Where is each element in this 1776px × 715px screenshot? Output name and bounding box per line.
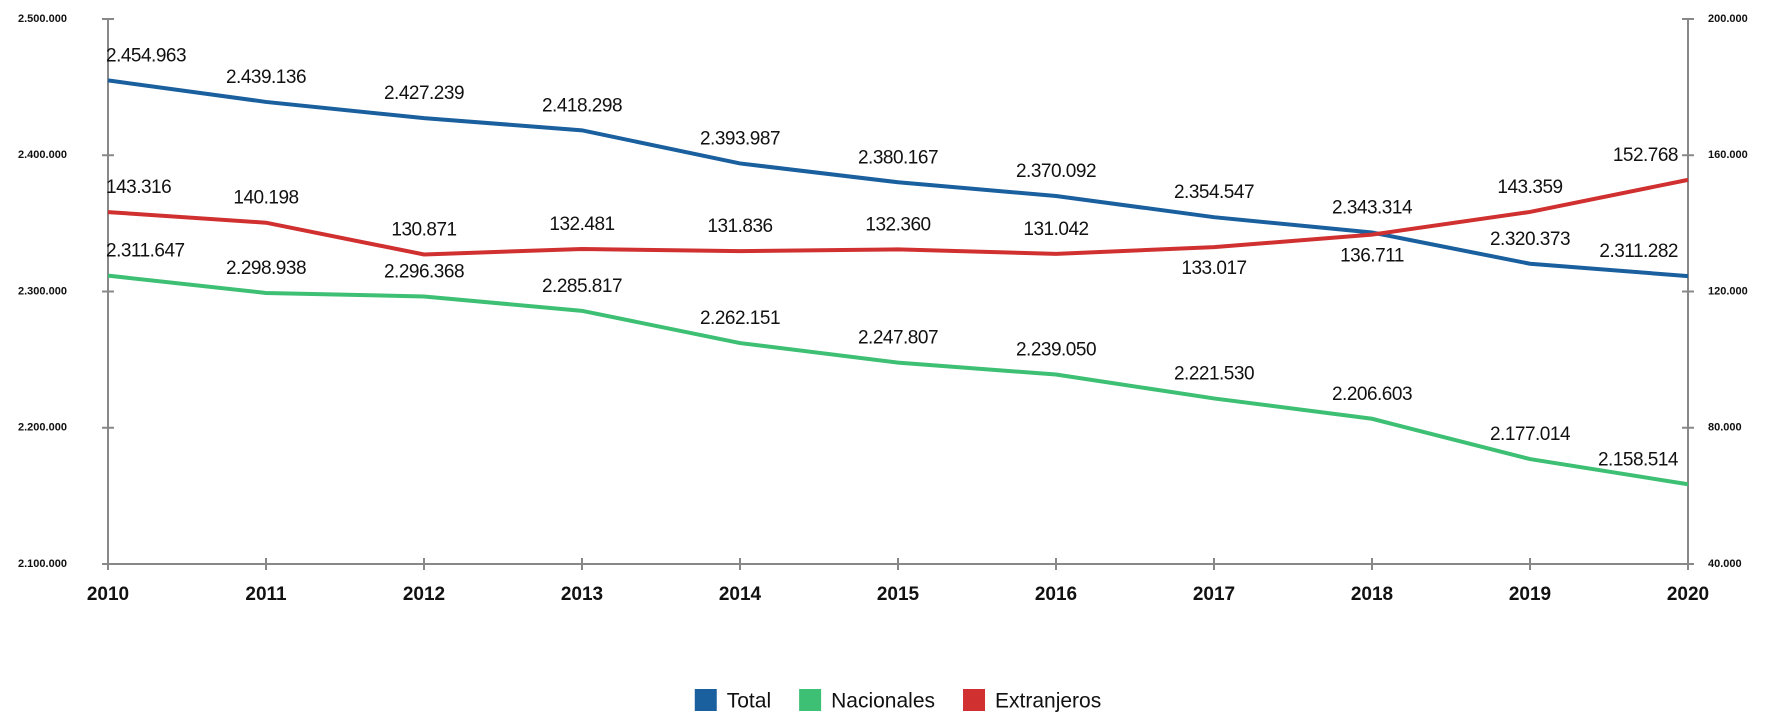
value-label: 132.481: [549, 214, 614, 235]
y2-tick-label: 40.000: [1708, 558, 1742, 570]
value-label: 2.311.647: [106, 241, 185, 262]
value-label: 2.454.963: [106, 45, 186, 66]
value-label: 2.221.530: [1174, 363, 1254, 384]
y2-tick-label: 80.000: [1708, 422, 1742, 434]
value-label: 131.836: [707, 216, 772, 237]
y2-tick-label: 160.000: [1708, 149, 1748, 161]
value-label: 143.359: [1497, 177, 1562, 198]
value-label: 2.262.151: [700, 308, 780, 329]
value-label: 2.418.298: [542, 95, 622, 116]
value-label: 2.177.014: [1490, 424, 1571, 445]
value-label: 2.298.938: [226, 258, 306, 279]
x-tick-label: 2010: [87, 584, 129, 605]
value-label: 2.158.514: [1598, 449, 1679, 470]
value-label: 2.380.167: [858, 147, 938, 168]
x-tick-label: 2011: [245, 584, 287, 605]
value-label: 140.198: [233, 188, 298, 209]
series-line: [107, 273, 1689, 487]
legend-swatch: [799, 689, 822, 711]
x-tick-label: 2019: [1509, 584, 1551, 605]
value-label: 2.393.987: [700, 128, 780, 149]
value-label: 133.017: [1181, 258, 1246, 279]
legend-label: Nacionales: [831, 690, 935, 713]
x-tick-label: 2020: [1667, 584, 1709, 605]
x-tick-label: 2014: [719, 584, 762, 605]
value-label: 130.871: [391, 219, 456, 240]
value-label: 2.311.282: [1599, 241, 1678, 262]
y-tick-label: 2.500.000: [18, 13, 67, 25]
x-tick-label: 2013: [561, 584, 603, 605]
value-label: 2.427.239: [384, 83, 464, 104]
x-tick-label: 2017: [1193, 584, 1235, 605]
value-label: 136.711: [1340, 246, 1404, 267]
legend-swatch: [963, 689, 986, 711]
value-label: 152.768: [1613, 145, 1678, 166]
x-tick-label: 2016: [1035, 584, 1077, 605]
value-label: 131.042: [1023, 219, 1088, 240]
y-tick-label: 2.100.000: [18, 558, 67, 570]
x-tick-label: 2012: [403, 584, 445, 605]
series-line: [107, 78, 1689, 279]
y2-tick-label: 200.000: [1708, 13, 1748, 25]
legend-label: Total: [727, 690, 771, 713]
x-tick-label: 2018: [1351, 584, 1393, 605]
y-tick-label: 2.300.000: [18, 285, 67, 297]
value-label: 2.239.050: [1016, 340, 1096, 361]
series-line: [107, 177, 1689, 257]
value-label: 2.370.092: [1016, 161, 1096, 182]
value-label: 2.343.314: [1332, 198, 1413, 219]
value-label: 2.439.136: [226, 67, 306, 88]
y2-tick-label: 120.000: [1708, 285, 1748, 297]
y-tick-label: 2.400.000: [18, 149, 67, 161]
value-label: 2.354.547: [1174, 182, 1254, 203]
legend-swatch: [694, 689, 717, 711]
value-label: 143.316: [106, 177, 171, 198]
value-label: 2.285.817: [542, 276, 622, 297]
value-label: 2.320.373: [1490, 229, 1570, 250]
value-label: 2.296.368: [384, 261, 464, 282]
legend-label: Extranjeros: [995, 690, 1101, 713]
value-label: 132.360: [865, 214, 930, 235]
x-tick-label: 2015: [877, 584, 920, 605]
value-label: 2.206.603: [1332, 384, 1412, 405]
y-tick-label: 2.200.000: [18, 422, 67, 434]
value-label: 2.247.807: [858, 328, 938, 349]
